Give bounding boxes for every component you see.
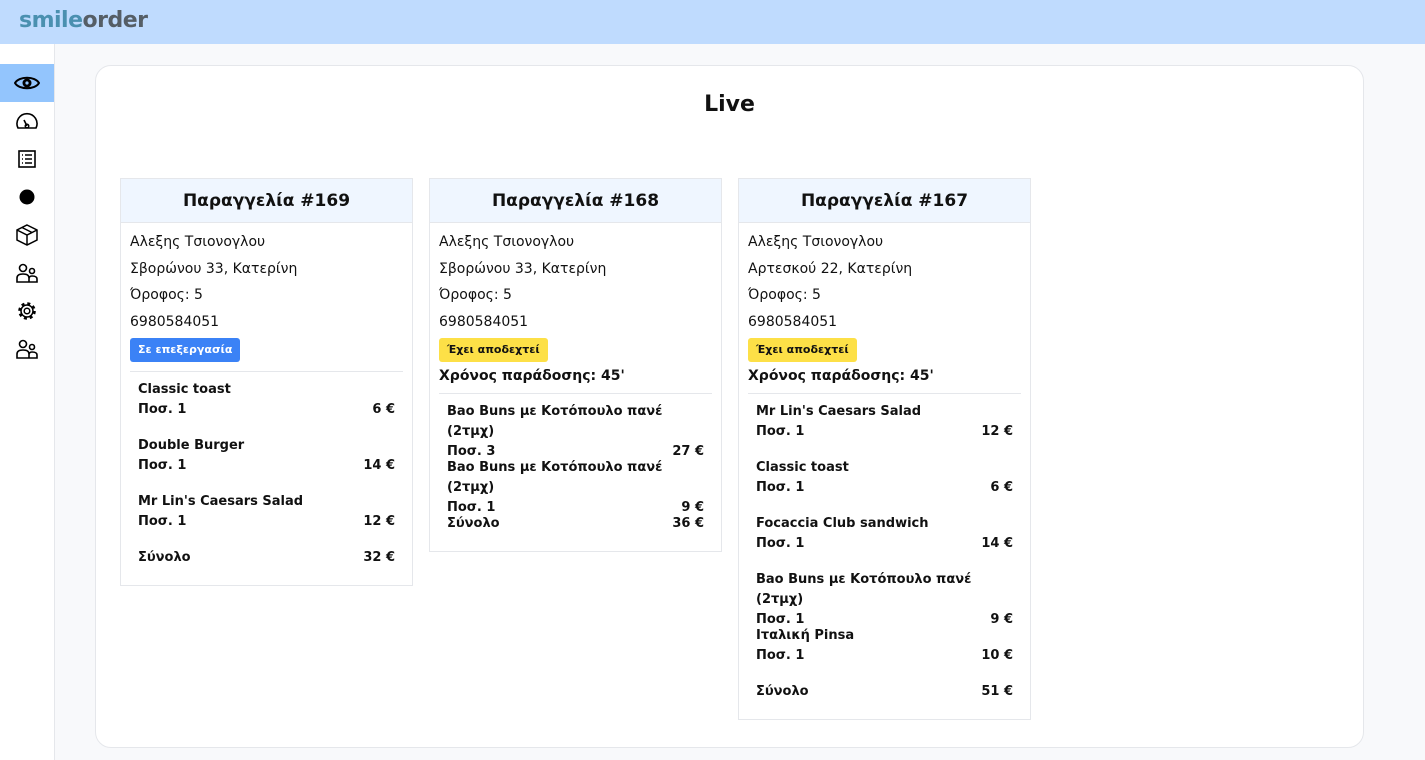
order-total: Σύνολο 51 € [756, 682, 1013, 719]
item-name: Double Burger [138, 437, 245, 453]
sidebar-item-dashboard[interactable] [0, 102, 54, 140]
sidebar [0, 44, 55, 760]
item-qty: Ποσ. 1 [756, 535, 805, 551]
item-qty: Ποσ. 3 [447, 443, 496, 459]
top-bar: smileorder [0, 0, 1425, 44]
order-title: Παραγγελία #169 [121, 179, 412, 223]
order-total: Σύνολο 32 € [138, 548, 395, 585]
item-price: 12 € [363, 513, 395, 529]
live-panel: Live Παραγγελία #169 Αλεξης Τσιονογλου Σ… [95, 65, 1364, 748]
item-price: 9 € [990, 611, 1013, 627]
customer-floor: Όροφος: 5 [130, 287, 203, 304]
item-qty: Ποσ. 1 [756, 423, 805, 439]
customer-name: Αλεξης Τσιονογλου [748, 234, 884, 250]
item-name: Bao Buns με Κοτόπουλο πανέ (2τμχ) [756, 571, 972, 607]
divider [748, 392, 1021, 394]
item-price: 6 € [990, 479, 1013, 495]
item-qty: Ποσ. 1 [756, 647, 805, 663]
sidebar-item-settings[interactable] [0, 292, 54, 330]
delivery-time: Χρόνος παράδοσης: 45' [439, 367, 625, 384]
order-card[interactable]: Παραγγελία #168 Αλεξης Τσιονογλου Σβορών… [429, 178, 722, 552]
order-card[interactable]: Παραγγελία #169 Αλεξης Τσιονογλου Σβορών… [120, 178, 413, 586]
total-value: 32 € [363, 549, 395, 565]
item-qty: Ποσ. 1 [447, 499, 496, 515]
customer-floor: Όροφος: 5 [748, 287, 821, 304]
order-title: Παραγγελία #167 [739, 179, 1030, 223]
circle-icon [19, 189, 35, 205]
item-price: 6 € [372, 401, 395, 417]
order-item: Classic toast Ποσ. 1 6 € [756, 458, 1013, 514]
item-name: Bao Buns με Κοτόπουλο πανέ (2τμχ) [447, 459, 663, 495]
item-name: Bao Buns με Κοτόπουλο πανέ (2τμχ) [447, 403, 663, 439]
order-item: Double Burger Ποσ. 1 14 € [138, 436, 395, 492]
status-badge[interactable]: Έχει αποδεχτεί [439, 337, 548, 362]
customer-address: Σβορώνου 33, Κατερίνη [130, 260, 298, 277]
item-name: Mr Lin's Caesars Salad [756, 403, 922, 419]
users-icon [16, 263, 38, 283]
item-qty: Ποσ. 1 [756, 611, 805, 627]
item-price: 14 € [363, 457, 395, 473]
box-icon [16, 224, 38, 246]
customer-name: Αλεξης Τσιονογλου [130, 234, 266, 250]
status-badge[interactable]: Σε επεξεργασία [130, 337, 241, 362]
order-item: Mr Lin's Caesars Salad Ποσ. 1 12 € [138, 492, 395, 548]
customer-floor: Όροφος: 5 [439, 287, 512, 304]
item-name: Mr Lin's Caesars Salad [138, 493, 304, 509]
gear-icon [18, 302, 36, 320]
customer-phone: 6980584051 [748, 314, 838, 331]
users-icon [16, 339, 38, 359]
item-price: 27 € [672, 443, 704, 459]
eye-icon [14, 76, 40, 90]
status-badge[interactable]: Έχει αποδεχτεί [748, 337, 857, 362]
page-title: Live [704, 92, 755, 117]
item-price: 12 € [981, 423, 1013, 439]
item-name: Classic toast [138, 381, 231, 397]
item-name: Focaccia Club sandwich [756, 515, 929, 531]
order-item: Bao Buns με Κοτόπουλο πανέ (2τμχ) Ποσ. 3… [447, 402, 704, 459]
sidebar-item-orders[interactable] [0, 140, 54, 178]
item-price: 10 € [981, 647, 1013, 663]
total-label: Σύνολο [138, 549, 191, 565]
order-item: Classic toast Ποσ. 1 6 € [138, 380, 395, 436]
order-item: Bao Buns με Κοτόπουλο πανέ (2τμχ) Ποσ. 1… [447, 458, 704, 515]
total-label: Σύνολο [756, 683, 809, 699]
sidebar-item-products[interactable] [0, 216, 54, 254]
order-title: Παραγγελία #168 [430, 179, 721, 223]
total-value: 51 € [981, 683, 1013, 699]
item-price: 14 € [981, 535, 1013, 551]
item-qty: Ποσ. 1 [138, 401, 187, 417]
order-item: Ιταλική Pinsa Ποσ. 1 10 € [756, 626, 1013, 682]
order-total: Σύνολο 36 € [447, 514, 704, 551]
delivery-time: Χρόνος παράδοσης: 45' [748, 367, 934, 384]
customer-phone: 6980584051 [439, 314, 529, 331]
divider [130, 370, 403, 372]
total-value: 36 € [672, 515, 704, 531]
item-price: 9 € [681, 499, 704, 515]
list-icon [18, 150, 36, 168]
speedometer-icon [16, 112, 38, 129]
order-item: Mr Lin's Caesars Salad Ποσ. 1 12 € [756, 402, 1013, 458]
customer-phone: 6980584051 [130, 314, 220, 331]
total-label: Σύνολο [447, 515, 500, 531]
item-name: Classic toast [756, 459, 849, 475]
sidebar-item-customers[interactable] [0, 254, 54, 292]
item-qty: Ποσ. 1 [756, 479, 805, 495]
customer-address: Σβορώνου 33, Κατερίνη [439, 260, 607, 277]
divider [439, 392, 712, 394]
sidebar-item-users[interactable] [0, 330, 54, 368]
customer-address: Αρτεσκού 22, Κατερίνη [748, 260, 913, 277]
logo[interactable]: smileorder [19, 8, 148, 33]
order-item: Bao Buns με Κοτόπουλο πανέ (2τμχ) Ποσ. 1… [756, 570, 1013, 627]
sidebar-item-live[interactable] [0, 64, 54, 102]
order-item: Focaccia Club sandwich Ποσ. 1 14 € [756, 514, 1013, 570]
item-name: Ιταλική Pinsa [756, 627, 855, 643]
item-qty: Ποσ. 1 [138, 457, 187, 473]
sidebar-item-status[interactable] [0, 178, 54, 216]
order-card[interactable]: Παραγγελία #167 Αλεξης Τσιονογλου Αρτεσκ… [738, 178, 1031, 720]
item-qty: Ποσ. 1 [138, 513, 187, 529]
customer-name: Αλεξης Τσιονογλου [439, 234, 575, 250]
